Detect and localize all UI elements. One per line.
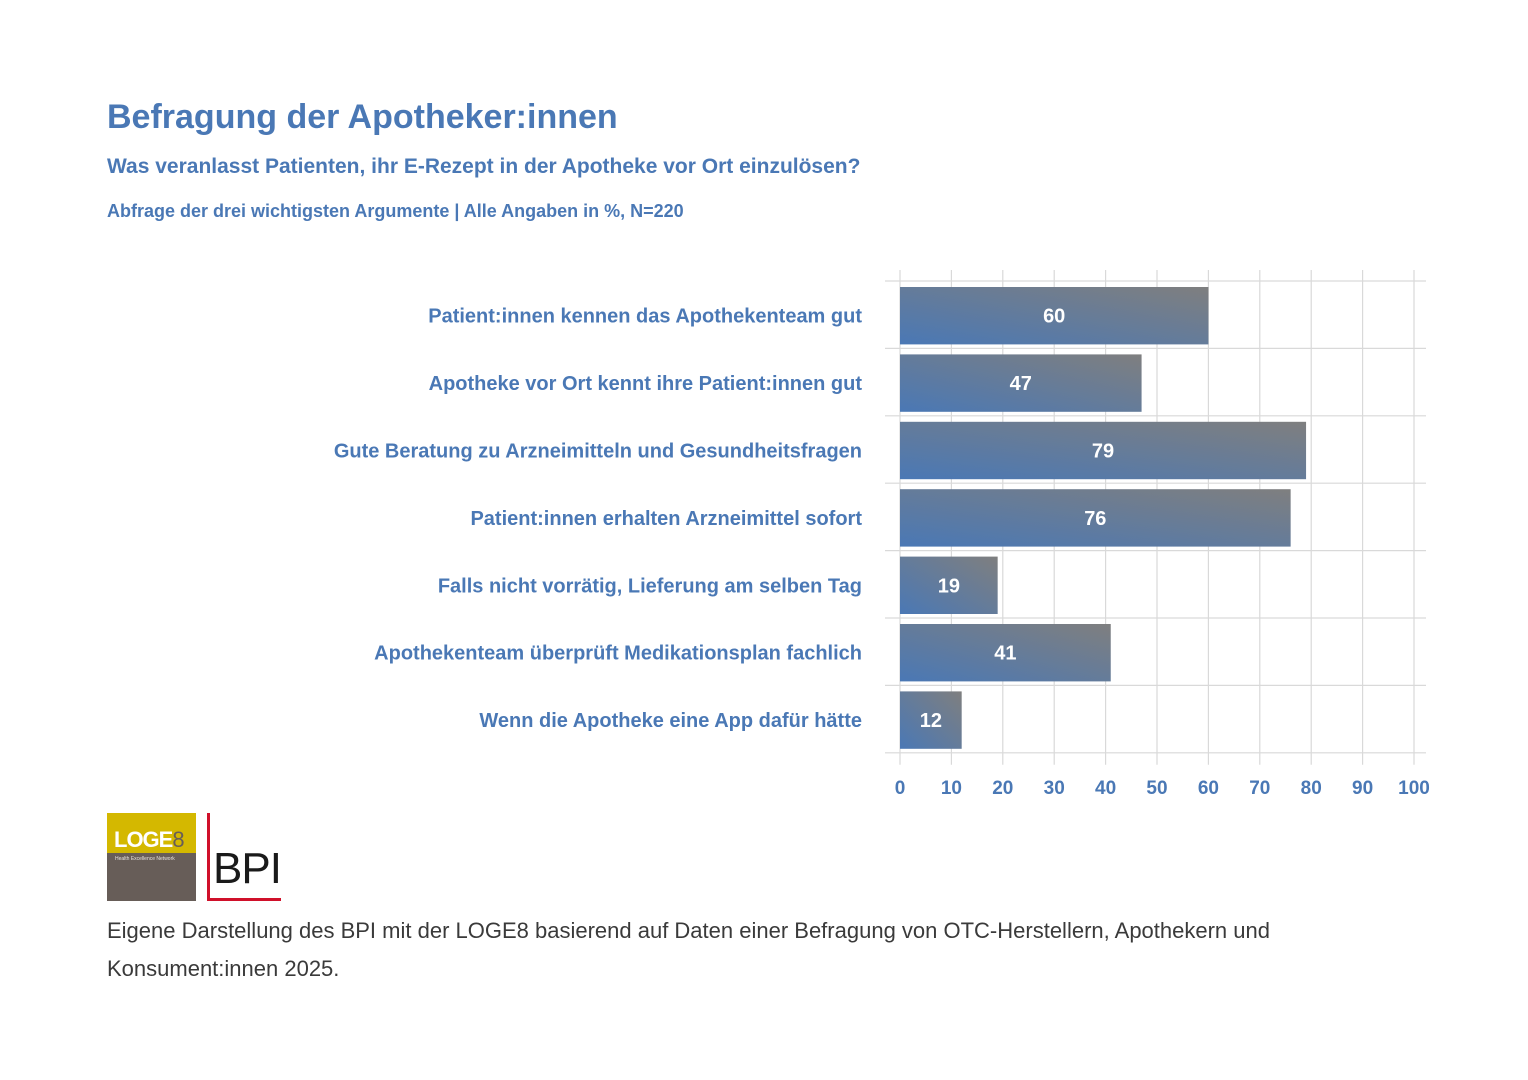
bar bbox=[900, 624, 1111, 682]
bar-value-label: 19 bbox=[938, 575, 960, 597]
x-tick-label: 30 bbox=[1044, 778, 1065, 799]
x-tick-label: 70 bbox=[1249, 778, 1270, 799]
category-label: Wenn die Apotheke eine App dafür hätte bbox=[479, 710, 862, 732]
bar bbox=[900, 354, 1142, 412]
bar bbox=[900, 421, 1307, 480]
bar-value-label: 41 bbox=[994, 643, 1016, 665]
bar-value-label: 76 bbox=[1084, 508, 1106, 530]
category-label: Falls nicht vorrätig, Lieferung am selbe… bbox=[438, 575, 862, 597]
x-tick-label: 60 bbox=[1198, 778, 1219, 799]
bar-value-label: 79 bbox=[1092, 441, 1114, 463]
bar-value-label: 12 bbox=[920, 710, 942, 732]
bpi-logo-line-vertical bbox=[207, 813, 210, 901]
loge8-logo-text: LOGE bbox=[114, 827, 173, 852]
x-axis-ticks: 0 10 20 30 40 50 60 70 80 90 100 bbox=[895, 778, 1430, 799]
bar bbox=[900, 556, 998, 614]
category-labels: Patient:innen kennen das Apothekenteam g… bbox=[334, 306, 863, 732]
x-tick-label: 80 bbox=[1301, 778, 1322, 799]
x-tick-label: 50 bbox=[1146, 778, 1167, 799]
bar bbox=[900, 691, 962, 749]
loge8-tagline: Health Excellence Network bbox=[115, 856, 175, 862]
loge8-logo-digit: 8 bbox=[172, 827, 184, 852]
category-label: Patient:innen kennen das Apothekenteam g… bbox=[428, 306, 862, 328]
bpi-logo: BPI bbox=[207, 813, 282, 901]
category-label: Apotheke vor Ort kennt ihre Patient:inne… bbox=[429, 373, 863, 395]
category-label: Apothekenteam überprüft Medikationsplan … bbox=[374, 643, 862, 665]
x-tick-label: 20 bbox=[992, 778, 1013, 799]
bar-value-label: 60 bbox=[1043, 306, 1065, 328]
chart-note: Abfrage der drei wichtigsten Argumente |… bbox=[107, 201, 684, 221]
x-tick-label: 100 bbox=[1398, 778, 1430, 799]
bpi-logo-text: BPI bbox=[213, 844, 282, 893]
bar-chart: 60 47 79 76 19 41 12 Patient:innen kennen das … bbox=[334, 270, 1430, 799]
bar bbox=[900, 287, 1209, 345]
source-note: Eigene Darstellung des BPI mit der LOGE8… bbox=[107, 918, 1270, 981]
bars: 60 47 79 76 19 41 12 bbox=[900, 287, 1307, 749]
x-tick-label: 90 bbox=[1352, 778, 1373, 799]
loge8-logo: LOGE8 Health Excellence Network bbox=[107, 813, 196, 901]
category-label: Patient:innen erhalten Arzneimittel sofo… bbox=[470, 508, 862, 530]
category-label: Gute Beratung zu Arzneimitteln und Gesun… bbox=[334, 441, 862, 463]
x-tick-label: 40 bbox=[1095, 778, 1116, 799]
x-tick-label: 0 bbox=[895, 778, 906, 799]
bpi-logo-line-horizontal bbox=[207, 898, 281, 901]
bar-value-label: 47 bbox=[1010, 373, 1032, 395]
x-tick-label: 10 bbox=[941, 778, 962, 799]
bar bbox=[900, 489, 1291, 547]
chart-subtitle: Was veranlasst Patienten, ihr E-Rezept i… bbox=[107, 155, 861, 178]
chart-title: Befragung der Apotheker:innen bbox=[107, 98, 618, 136]
